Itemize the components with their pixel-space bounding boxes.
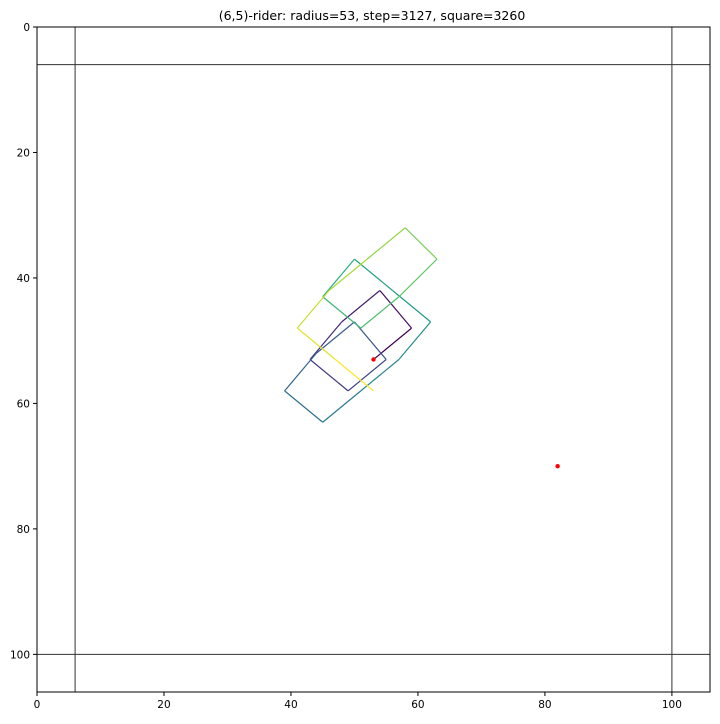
tour-path [284,227,438,423]
y-tick-label: 100 [10,649,30,661]
path-segment [398,258,438,298]
path-segment [309,359,349,392]
y-tick-label: 80 [17,524,30,536]
x-tick-label: 40 [284,699,297,711]
path-segment [392,290,432,323]
chart-title: (6,5)-rider: radius=53, step=3127, squar… [219,8,526,23]
path-segment [328,258,368,291]
path-segment [322,390,362,423]
axes: 0 20 40 60 80 100 0 20 40 60 80 100 [10,22,682,711]
end-marker [555,463,560,469]
path-segment [341,290,381,323]
path-segment [360,296,400,329]
y-tick-label: 40 [17,273,30,285]
path-segment [366,227,406,260]
x-tick-label: 0 [34,699,41,711]
path-segment [284,390,324,423]
markers [371,357,560,469]
path-segment [335,359,374,392]
path-segment [296,327,336,360]
path-segment [398,321,432,360]
path-segment [379,290,413,329]
start-marker [371,357,376,362]
x-tick-label: 60 [411,699,424,711]
y-tick-label: 0 [23,22,30,34]
x-tick-label: 100 [662,699,682,711]
path-segment [347,359,387,392]
path-segment [322,296,362,329]
path-segment [322,258,355,298]
path-segment [296,290,330,329]
x-tick-label: 80 [538,699,551,711]
reference-lines [37,27,710,692]
plot-frame [36,26,711,693]
path-segment [284,352,317,392]
path-segment [404,227,438,260]
y-tick-label: 60 [17,398,30,410]
y-tick-label: 20 [17,147,30,159]
path-segment [354,258,393,291]
path-segment [309,321,343,360]
path-segment [353,321,387,360]
x-tick-label: 20 [157,699,170,711]
path-segment [373,327,412,360]
path-segment [315,321,355,354]
